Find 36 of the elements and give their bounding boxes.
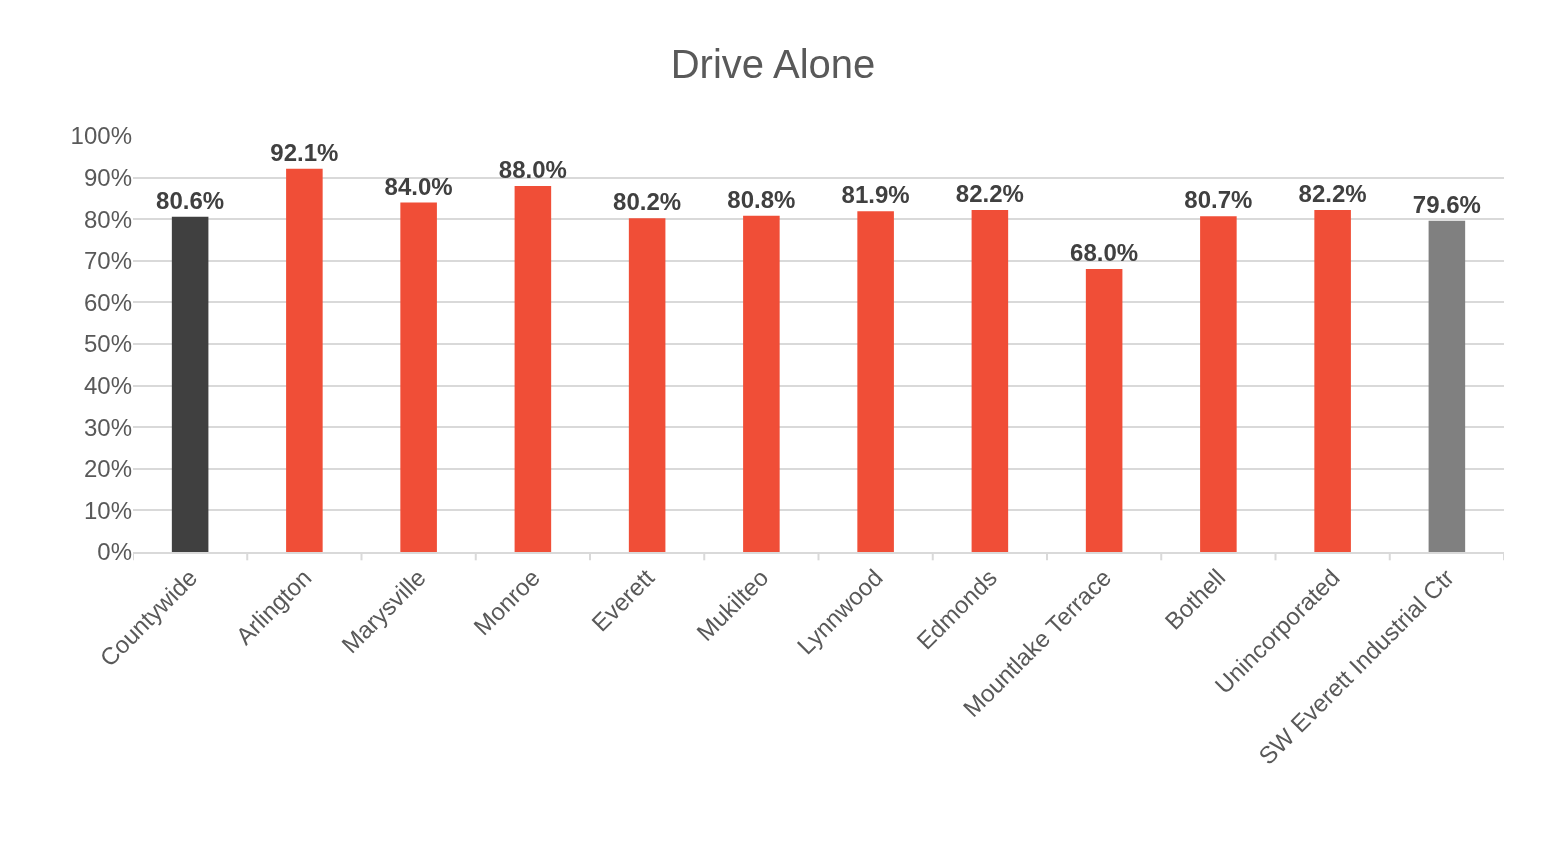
bar — [857, 211, 894, 552]
bar — [400, 202, 437, 552]
y-tick-label: 70% — [83, 247, 132, 275]
y-tick-label: 30% — [83, 413, 132, 441]
data-label: 84.0% — [384, 172, 453, 200]
data-label: 80.6% — [156, 186, 225, 214]
data-label: 81.9% — [841, 181, 910, 209]
data-label: 82.2% — [955, 180, 1024, 208]
y-tick-label: 0% — [97, 538, 132, 566]
bar — [514, 185, 552, 552]
y-tick-label: 80% — [83, 205, 132, 233]
y-tick-label: 60% — [83, 288, 132, 316]
y-tick-label: 20% — [83, 455, 132, 483]
chart-title: Drive Alone — [670, 41, 876, 86]
data-label: 80.2% — [613, 188, 682, 216]
data-label: 82.2% — [1298, 180, 1367, 208]
bar — [1200, 216, 1237, 552]
data-label: 80.8% — [727, 185, 796, 213]
bar — [743, 215, 780, 552]
y-tick-label: 10% — [83, 496, 132, 524]
y-tick-label: 50% — [83, 330, 132, 358]
data-label: 88.0% — [498, 155, 567, 183]
data-label: 68.0% — [1070, 239, 1139, 267]
y-tick-label: 90% — [83, 164, 132, 191]
data-label: 79.6% — [1412, 190, 1481, 218]
bar — [286, 168, 323, 552]
data-label: 92.1% — [270, 138, 339, 166]
bar — [171, 216, 209, 552]
y-tick-label: 100% — [70, 122, 132, 150]
bar — [1085, 269, 1123, 552]
data-label: 80.7% — [1184, 186, 1253, 214]
bar — [971, 210, 1009, 552]
bar — [1314, 210, 1351, 552]
bar — [1428, 220, 1466, 552]
bar — [628, 218, 666, 552]
y-tick-label: 40% — [83, 372, 132, 399]
